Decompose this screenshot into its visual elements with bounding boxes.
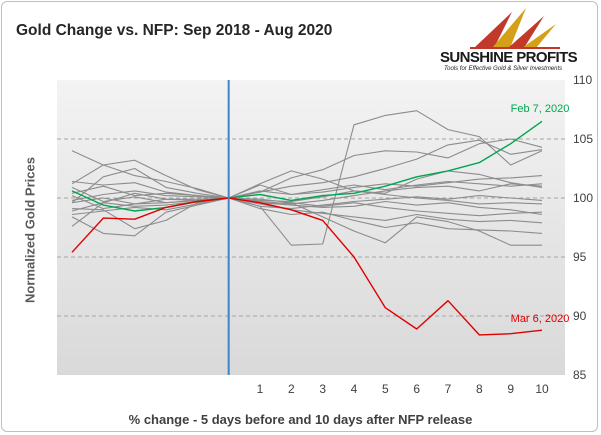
x-tick-label: 1 bbox=[257, 382, 264, 396]
x-tick-label: 4 bbox=[351, 382, 358, 396]
x-tick-label: 10 bbox=[535, 382, 549, 396]
series-line bbox=[71, 138, 543, 204]
annotation-label: Mar 6, 2020 bbox=[511, 313, 570, 325]
x-tick-label: 7 bbox=[445, 382, 452, 396]
series-line bbox=[71, 110, 543, 246]
series-line bbox=[71, 185, 543, 205]
series-line bbox=[71, 197, 542, 246]
x-tick-label: 8 bbox=[476, 382, 483, 396]
plot-area bbox=[57, 80, 565, 375]
series-line bbox=[71, 183, 543, 227]
sunshine-profits-logo: SUNSHINE PROFITS Tools for Effective Gol… bbox=[434, 6, 594, 76]
y-tick-label: 85 bbox=[573, 368, 587, 382]
x-tick-label: 6 bbox=[413, 382, 420, 396]
y-tick-label: 110 bbox=[573, 73, 592, 87]
series-line bbox=[71, 175, 543, 199]
chart-title: Gold Change vs. NFP: Sep 2018 - Aug 2020 bbox=[16, 22, 333, 39]
series-line bbox=[71, 190, 543, 217]
x-axis-label: % change - 5 days before and 10 days aft… bbox=[128, 412, 473, 427]
series-line bbox=[71, 164, 543, 199]
x-tick-label: 2 bbox=[288, 382, 295, 396]
x-tick-label: 3 bbox=[319, 382, 326, 396]
sunburst-icon bbox=[470, 8, 560, 49]
series-line bbox=[71, 186, 543, 234]
series-line-mar-6-2020 bbox=[71, 197, 543, 336]
y-tick-label: 95 bbox=[573, 250, 587, 264]
logo-name: SUNSHINE PROFITS bbox=[440, 49, 578, 66]
y-tick-label: 100 bbox=[573, 191, 593, 205]
x-tick-label: 9 bbox=[507, 382, 514, 396]
series-line bbox=[71, 197, 543, 230]
y-tick-label: 105 bbox=[573, 132, 593, 146]
series-line bbox=[71, 139, 543, 210]
annotation-label: Feb 7, 2020 bbox=[511, 103, 570, 115]
logo-tagline: Tools for Effective Gold & Silver Invest… bbox=[444, 66, 563, 72]
x-tick-label: 5 bbox=[382, 382, 389, 396]
series-line-feb-7-2020 bbox=[71, 120, 543, 212]
y-tick-label: 90 bbox=[573, 309, 587, 323]
series-line bbox=[71, 195, 543, 212]
